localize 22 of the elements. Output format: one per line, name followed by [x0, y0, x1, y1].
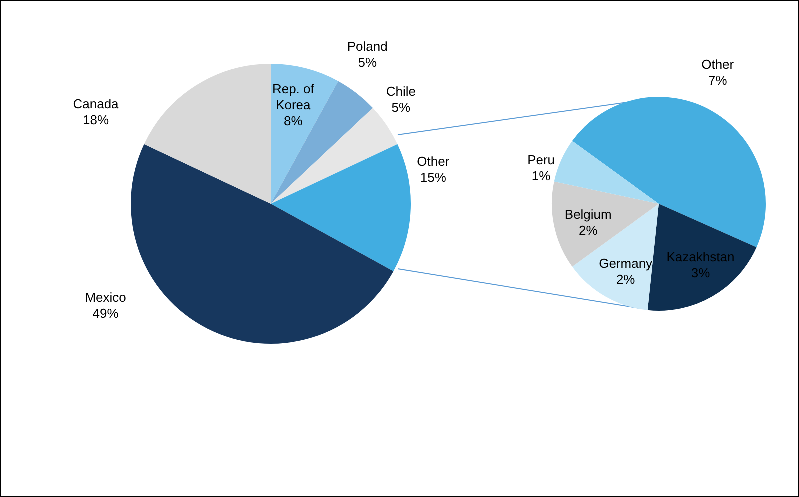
data-label: 49%: [92, 306, 120, 321]
data-label: 7%: [708, 73, 728, 88]
data-label: 5%: [358, 55, 378, 70]
data-label: 3%: [691, 266, 711, 281]
slice-label: Canada: [73, 96, 120, 112]
slice-label: Other: [417, 154, 450, 169]
slice-label: Poland: [347, 39, 388, 54]
data-label: 15%: [420, 170, 447, 185]
data-label: 18%: [82, 112, 110, 128]
data-label: 2%: [616, 272, 636, 288]
slice-label: Peru: [528, 152, 556, 168]
data-label: 2%: [578, 222, 598, 238]
data-label: 1%: [532, 168, 552, 184]
slice-label: Other: [702, 57, 735, 72]
slice-label: Mexico: [85, 290, 126, 305]
slice-label: Germany: [599, 256, 654, 272]
slice-label: Rep. of Korea: [272, 82, 315, 113]
slice-label: Belgium: [564, 206, 612, 222]
data-label: 8%: [284, 114, 304, 129]
slice-label: Kazakhstan: [666, 250, 735, 265]
slice-label: Chile: [386, 84, 416, 99]
data-label: 5%: [392, 100, 412, 115]
